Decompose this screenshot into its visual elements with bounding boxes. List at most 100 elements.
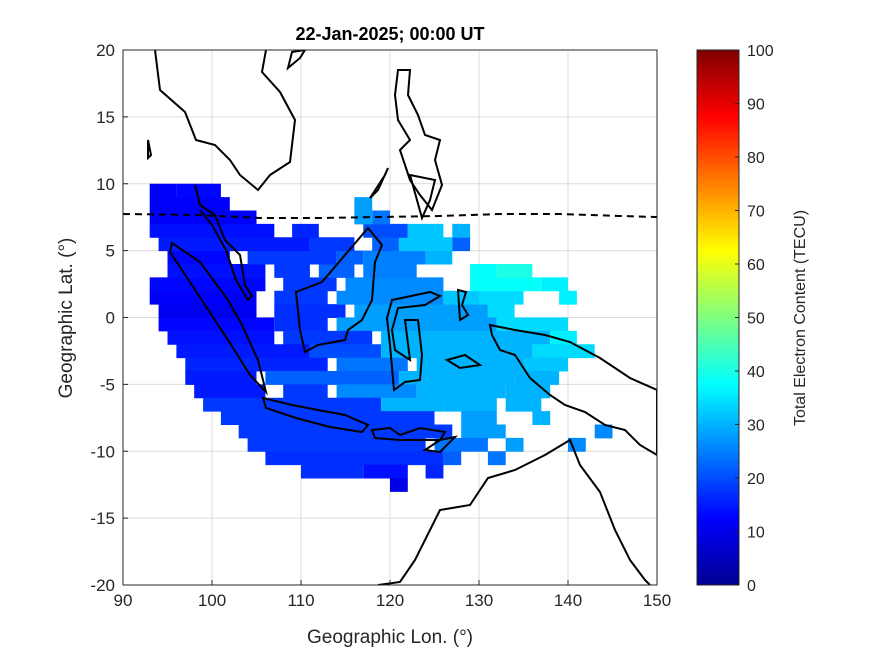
colorbar-tick-label: 30 [747,418,765,435]
tec-cell [390,478,408,492]
tec-cell [487,304,515,318]
tec-cell [185,371,257,385]
tec-cell [301,464,364,479]
tec-cell [274,317,328,332]
x-tick-label: 90 [114,591,133,610]
tec-cell [167,330,275,345]
x-tick-label: 150 [643,591,671,610]
tec-cell [496,264,533,278]
tec-cell [354,197,373,211]
tec-cell [274,264,310,278]
tec-cell [176,183,221,198]
tec-cell [292,223,319,238]
colorbar-tick-label: 70 [747,204,765,221]
tec-cell [443,290,479,305]
tec-cell [185,357,328,372]
tec-cell [505,397,542,412]
colorbar-tick-label: 10 [747,525,765,542]
tec-cell [479,290,524,305]
x-axis-label: Geographic Lon. (°) [307,627,473,648]
tec-cell [487,451,506,466]
coast-mindanao [408,173,437,221]
coast-hainan [286,50,307,71]
tec-cell [265,371,399,385]
tec-cell [381,330,551,345]
y-tick-label: 15 [96,108,115,127]
tec-cell [452,237,471,252]
tec-cell [149,290,257,305]
coast-halmahera [456,288,470,322]
coast-lesser-sunda [370,426,447,441]
colorbar-tick-label: 100 [747,43,774,60]
tec-cell [514,371,560,385]
tec-cell [265,451,444,466]
tec-cell [505,437,524,452]
tec-cell [149,197,230,211]
tec-cell [443,451,462,466]
y-axis-ticks: -20 -15 -10 -5 0 5 10 15 20 [90,41,128,595]
y-tick-label: 10 [96,175,115,194]
tec-cell [149,223,275,238]
y-tick-label: 5 [106,242,115,261]
x-tick-label: 140 [554,591,582,610]
tec-cell [345,277,444,292]
tec-cell [309,237,355,252]
tec-cell [158,317,275,332]
tec-cell [336,357,408,372]
colorbar-tick-label: 0 [747,578,756,595]
tec-cell [283,330,373,345]
y-axis-label: Geographic Lat. (°) [56,238,77,399]
tec-cell [381,397,444,412]
tec-cell [363,464,408,479]
tec-cell [220,411,435,425]
coast-andaman [147,139,153,161]
coast-sulawesi [385,290,443,392]
tec-cell [470,264,497,278]
tec-cell [158,237,310,252]
coastlines [147,50,657,585]
x-tick-label: 130 [465,591,493,610]
tec-cell [398,371,515,385]
colorbar-label: Total Electron Content (TECU) [792,210,809,426]
tec-cell [247,250,337,265]
tec-cell [443,397,497,412]
tec-cell [274,304,346,318]
tec-cell [496,317,568,332]
coast-malay-peninsula [194,184,254,302]
coast-seram [444,353,483,370]
colorbar-tick-label: 40 [747,364,765,381]
tec-cell [505,384,551,399]
tec-cell [434,437,488,452]
tec-cell [461,424,506,439]
tec-cell [532,411,551,425]
tec-cell [381,344,533,359]
tec-cell [274,290,328,305]
x-tick-label: 110 [287,591,314,610]
x-tick-label: 100 [198,591,226,610]
tec-cell [336,384,417,399]
y-tick-label: -5 [100,375,115,394]
coast-sumatra [168,241,268,396]
tec-cell [425,250,453,265]
tec-cell [283,277,337,292]
x-tick-label: 120 [376,591,404,610]
tec-cell [470,277,542,292]
y-tick-label: -20 [90,576,115,595]
colorbar-tick-label: 20 [747,471,765,488]
tec-cell [407,223,444,238]
tec-cell [167,250,230,265]
tec-cell [398,237,453,252]
tec-cell [594,424,613,439]
tec-cell [149,183,177,198]
x-axis-ticks: 90 100 110 120 130 140 150 [114,580,671,610]
coast-australia [377,438,651,585]
tec-cell [247,437,426,452]
coast-philippines [393,69,444,212]
tec-cell [452,223,471,238]
tec-cell [416,357,524,372]
tec-cell [309,344,382,359]
tec-cell [336,317,497,332]
chart-title: 22-Jan-2025; 00:00 UT [295,24,484,44]
y-tick-label: -15 [90,509,115,528]
